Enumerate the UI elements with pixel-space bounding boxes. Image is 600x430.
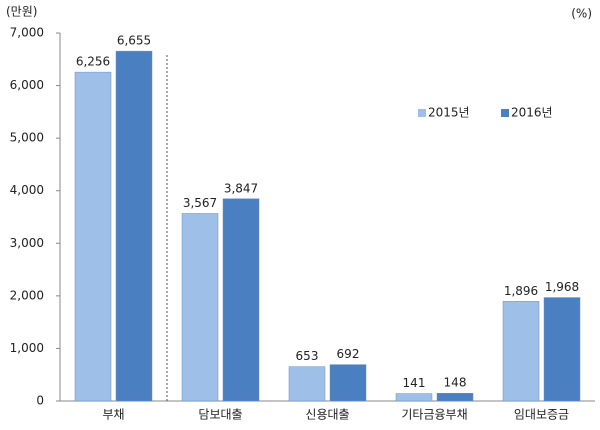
bar [181,213,219,402]
value-label: 148 [444,376,467,390]
x-tick-label: 부채 [102,408,124,422]
legend-swatch [501,109,509,117]
value-label: 653 [296,349,319,363]
value-label: 141 [403,376,426,390]
y-tick-label: 1,000 [10,341,44,355]
value-label: 1,968 [545,280,579,294]
legend-swatch [418,109,426,117]
x-tick-label: 담보대출 [198,408,242,422]
y-tick-label: 5,000 [10,131,44,145]
y-tick-label: 0 [36,394,44,408]
legend-label: 2016년 [511,106,553,120]
y-tick-label: 2,000 [10,288,44,302]
value-label: 6,256 [76,55,110,69]
x-tick-label: 기타금융부채 [401,408,467,422]
y-unit: (만원) [6,5,37,19]
y-tick-label: 7,000 [10,26,44,40]
value-label: 1,896 [504,284,538,298]
bar [115,50,153,402]
x-tick-label: 임대보증금 [514,408,569,422]
y2-unit: (%) [571,7,592,21]
bar [436,392,474,402]
y-tick-label: 3,000 [10,236,44,250]
x-tick-label: 신용대출 [305,408,349,422]
value-label: 6,655 [117,34,151,48]
bar [329,364,367,402]
y-tick-label: 4,000 [10,183,44,197]
value-label: 692 [337,347,360,361]
bar [288,366,326,402]
bar [74,71,112,402]
value-label: 3,847 [224,181,258,195]
bar [222,198,260,402]
value-label: 3,567 [183,196,217,210]
y-tick-label: 6,000 [10,78,44,92]
bar [543,297,581,402]
bar [395,393,433,402]
bar [502,301,540,402]
legend-label: 2015년 [428,106,470,120]
